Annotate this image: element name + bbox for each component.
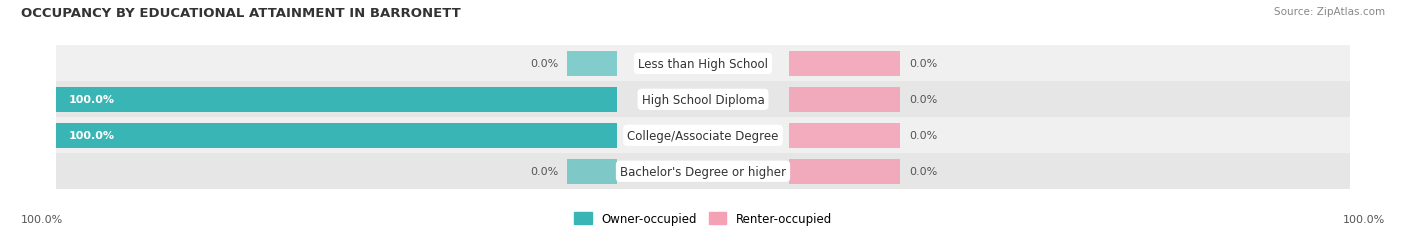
Text: High School Diploma: High School Diploma [641, 93, 765, 106]
Text: Bachelor's Degree or higher: Bachelor's Degree or higher [620, 165, 786, 178]
Text: 100.0%: 100.0% [69, 131, 114, 141]
Bar [56, 82, 1350, 118]
Text: 0.0%: 0.0% [530, 59, 558, 69]
Text: 100.0%: 100.0% [1343, 214, 1385, 224]
Text: Less than High School: Less than High School [638, 58, 768, 71]
Text: College/Associate Degree: College/Associate Degree [627, 129, 779, 142]
Bar [568, 159, 617, 184]
Bar [56, 118, 1350, 154]
Bar [56, 154, 1350, 189]
Text: Source: ZipAtlas.com: Source: ZipAtlas.com [1274, 7, 1385, 17]
Text: 0.0%: 0.0% [910, 131, 938, 141]
Bar [568, 52, 617, 77]
Text: 100.0%: 100.0% [21, 214, 63, 224]
Text: 0.0%: 0.0% [530, 167, 558, 176]
Text: 100.0%: 100.0% [69, 95, 114, 105]
Bar [56, 123, 617, 148]
Text: OCCUPANCY BY EDUCATIONAL ATTAINMENT IN BARRONETT: OCCUPANCY BY EDUCATIONAL ATTAINMENT IN B… [21, 7, 461, 20]
Bar [56, 46, 1350, 82]
Text: 0.0%: 0.0% [910, 167, 938, 176]
Bar [789, 123, 900, 148]
Bar [789, 159, 900, 184]
Bar [56, 87, 617, 112]
Legend: Owner-occupied, Renter-occupied: Owner-occupied, Renter-occupied [574, 212, 832, 225]
Bar [789, 52, 900, 77]
Bar [789, 87, 900, 112]
Text: 0.0%: 0.0% [910, 95, 938, 105]
Text: 0.0%: 0.0% [910, 59, 938, 69]
